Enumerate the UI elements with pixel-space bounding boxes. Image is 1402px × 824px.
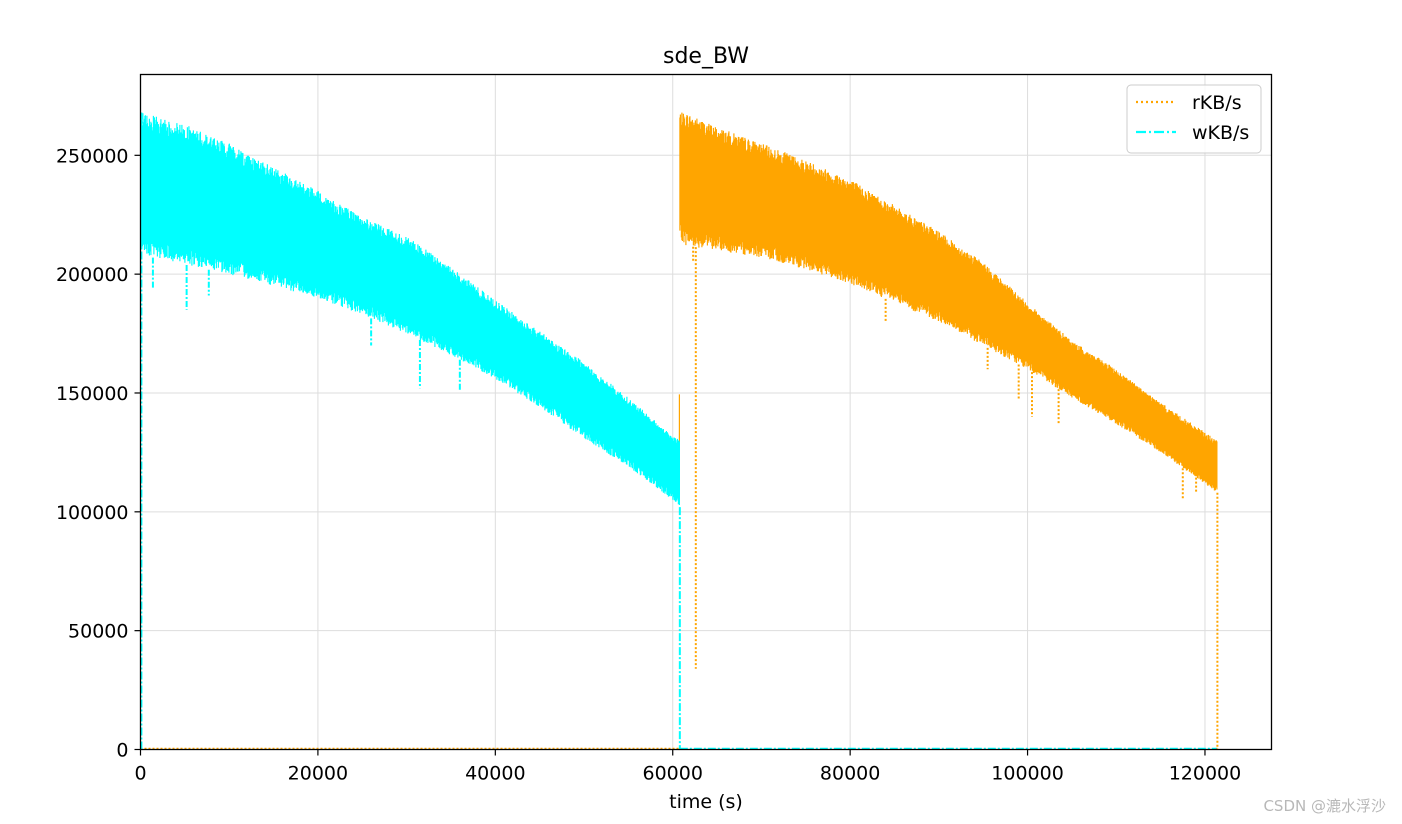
series-band [678,112,1218,491]
y-tick-label: 150000 [56,383,129,405]
series-band [140,113,680,505]
series-wkbs [140,112,1217,750]
x-tick-label: 100000 [991,763,1064,785]
legend-box [1126,84,1262,154]
x-axis-label: time (s) [669,791,743,813]
watermark: CSDN @漉水浮沙 [1263,797,1386,815]
y-tick-label: 0 [116,740,128,762]
y-tick-label: 200000 [56,264,129,286]
y-tick-label: 250000 [56,145,129,167]
series-rkbs [140,112,1219,750]
x-tick-label: 80000 [820,763,880,785]
y-tick-label: 50000 [68,621,128,643]
legend: rKB/s wKB/s [1126,84,1262,154]
x-tick-label: 120000 [1169,763,1242,785]
chart-title: sde_BW [663,44,749,69]
axis-ticks: 0 20000 40000 60000 80000 100000 120000 0 50000 1… [56,145,1241,784]
x-tick-label: 60000 [643,763,703,785]
x-tick-label: 0 [134,763,146,785]
x-tick-label: 20000 [288,763,348,785]
series-layer [140,112,1219,750]
plot-frame [139,73,1273,751]
y-tick-label: 100000 [56,502,129,524]
legend-label-rkbs: rKB/s [1192,92,1242,114]
legend-label-wkbs: wKB/s [1192,122,1249,144]
x-tick-label: 40000 [465,763,525,785]
